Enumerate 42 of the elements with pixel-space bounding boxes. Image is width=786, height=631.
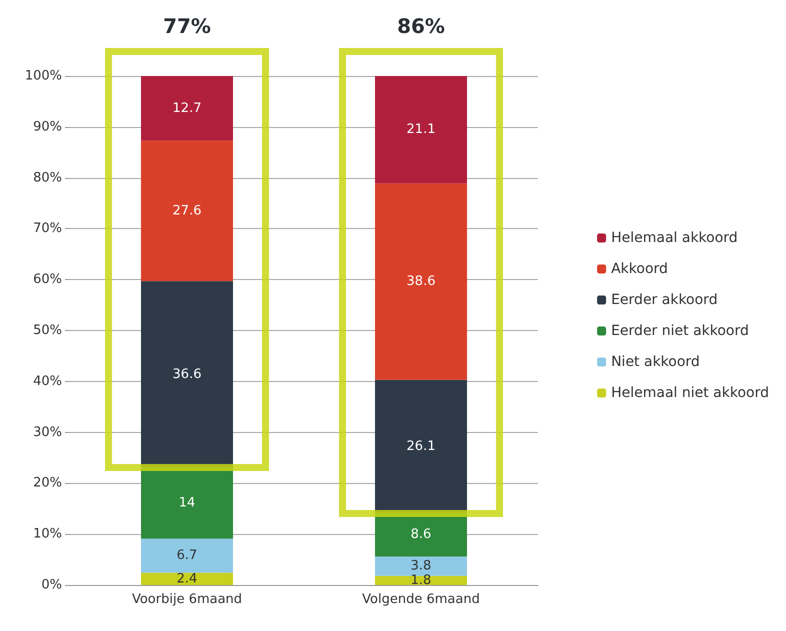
bar (375, 183, 467, 380)
data-label: 1.8 (410, 572, 432, 588)
annotation: 86% (396, 14, 446, 38)
x-tick-label: Volgende 6maand (362, 592, 480, 607)
bar (141, 76, 233, 141)
bar (375, 576, 467, 585)
y-tick-label: 30% (33, 424, 62, 440)
legend-label: Helemaal niet akkoord (611, 385, 770, 401)
bar (375, 556, 467, 576)
data-label: 26.1 (406, 438, 436, 454)
data-label: 38.6 (406, 274, 436, 290)
y-tick-label: 10% (33, 526, 62, 542)
y-tick-label: 0% (41, 578, 62, 592)
data-label: 14 (178, 496, 196, 511)
y-tick-label: 100% (24, 68, 62, 84)
legend-label: Eerder niet akkoord (611, 323, 749, 339)
legend-label: Akkoord (611, 261, 668, 277)
data-label: 6.7 (176, 548, 198, 564)
bar (141, 538, 233, 573)
annotation: 77% (162, 14, 212, 38)
y-tick-label: 60% (33, 272, 62, 288)
bar (141, 140, 233, 282)
data-label: 8.6 (410, 527, 432, 542)
y-tick-label: 80% (33, 170, 62, 186)
legend-label: Helemaal akkoord (611, 230, 738, 246)
data-label: 21.1 (406, 122, 436, 138)
data-label: 27.6 (172, 203, 202, 218)
bar (375, 76, 467, 184)
bar (375, 380, 467, 513)
y-tick-label: 40% (33, 374, 62, 389)
legend-label: Niet akkoord (611, 354, 700, 370)
y-tick-label: 20% (33, 476, 62, 491)
y-tick-label: 50% (33, 323, 62, 338)
data-label: 2.4 (176, 571, 198, 586)
y-tick-label: 90% (33, 119, 62, 134)
data-label: 36.6 (172, 366, 202, 382)
data-label: 3.8 (410, 558, 432, 574)
legend-label: Eerder akkoord (611, 292, 718, 308)
y-tick-label: 70% (33, 221, 62, 236)
x-tick-label: Voorbije 6maand (132, 592, 242, 607)
bar (141, 572, 233, 585)
data-label: 12.7 (172, 100, 202, 116)
